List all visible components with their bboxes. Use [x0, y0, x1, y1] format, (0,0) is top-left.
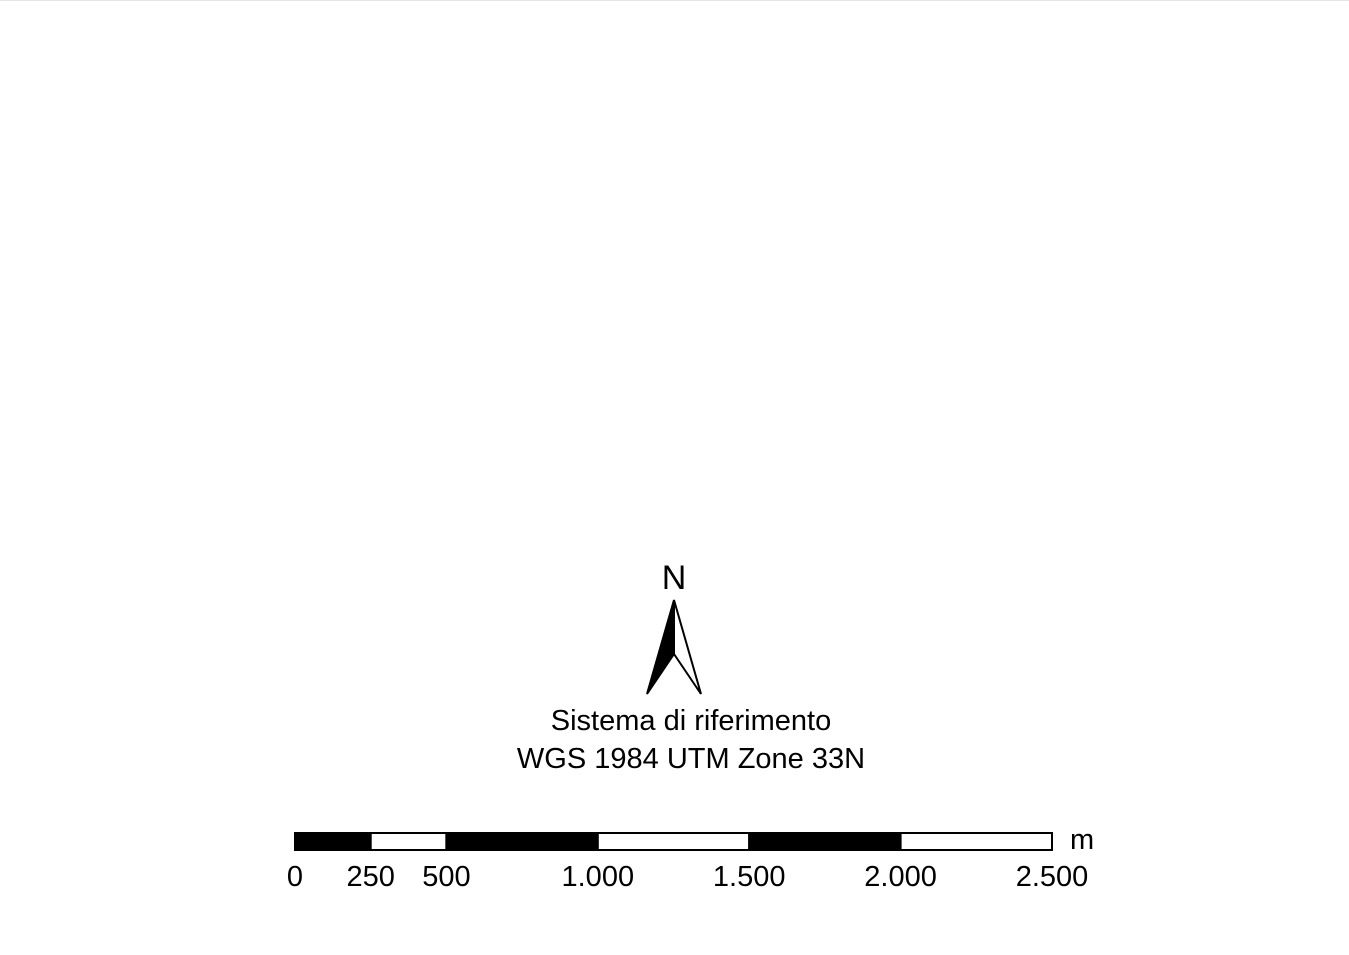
scale-bar-segment-0: [294, 832, 372, 851]
scale-bar-label-0: 0: [287, 861, 303, 893]
scale-bar-segment-2: [445, 832, 599, 851]
scale-bar-label-2: 500: [422, 861, 470, 893]
scale-bar-segments: [294, 832, 1053, 851]
crs-caption-line2: WGS 1984 UTM Zone 33N: [516, 743, 866, 775]
north-arrow-light-half: [673, 599, 702, 695]
crs-caption-line1: Sistema di riferimento: [550, 705, 832, 737]
scale-bar-unit: m: [1070, 824, 1094, 856]
scale-bar-label-4: 1.500: [713, 861, 786, 893]
scale-bar-labels: 0 250 500 1.000 1.500 2.000 2.500: [287, 861, 1088, 893]
scale-bar-segment-5: [899, 832, 1053, 851]
scale-bar-label-3: 1.000: [562, 861, 635, 893]
scale-bar-segment-3: [596, 832, 751, 851]
frame-border-top: [0, 0, 1349, 1]
scale-bar-label-1: 250: [347, 861, 395, 893]
north-arrow-dark-half: [646, 599, 675, 695]
scale-bar-label-5: 2.000: [864, 861, 937, 893]
north-label: N: [661, 559, 687, 597]
scale-bar-label-6: 2.500: [1016, 861, 1089, 893]
scale-bar-segment-4: [748, 832, 902, 851]
crs-caption: Sistema di riferimento WGS 1984 UTM Zone…: [517, 702, 865, 778]
scale-bar-segment-1: [369, 832, 448, 851]
scale-bar: 0 250 500 1.000 1.500 2.000 2.500 m: [287, 824, 1094, 893]
north-arrow-icon: [646, 599, 702, 695]
